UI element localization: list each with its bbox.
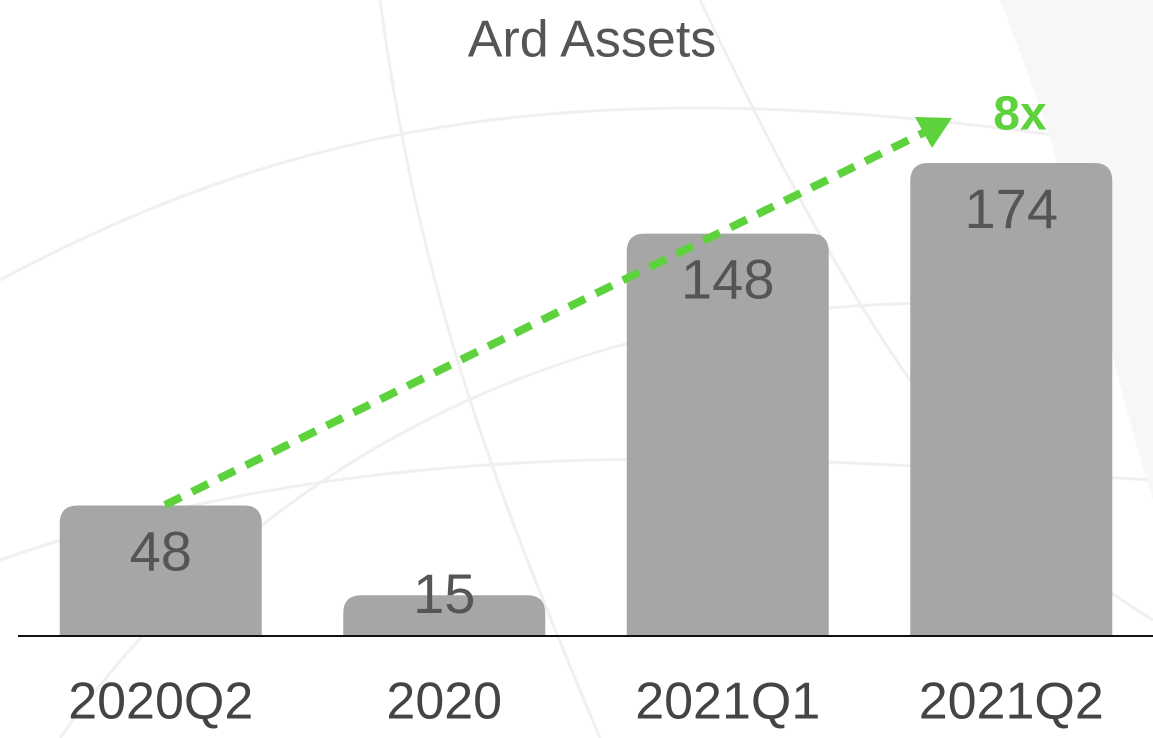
bar <box>910 163 1113 636</box>
background-shape <box>1000 0 1153 500</box>
bar <box>59 505 262 636</box>
bar <box>343 595 546 636</box>
x-tick-label: 2020 <box>386 673 502 731</box>
value-label: 174 <box>965 177 1058 240</box>
value-label: 15 <box>413 562 475 625</box>
x-tick-label: 2021Q1 <box>635 673 820 731</box>
trend-arrow <box>163 117 952 509</box>
value-label: 148 <box>681 247 774 310</box>
x-tick-label: 2020Q2 <box>68 673 253 731</box>
value-label: 48 <box>130 519 192 582</box>
trend-arrow-head <box>915 117 952 148</box>
annotation: 8x <box>993 88 1047 141</box>
x-tick-label: 2021Q2 <box>919 673 1104 731</box>
bar <box>626 233 829 636</box>
chart-title: Ard Assets <box>468 11 717 69</box>
trend-arrow-line <box>163 128 927 509</box>
